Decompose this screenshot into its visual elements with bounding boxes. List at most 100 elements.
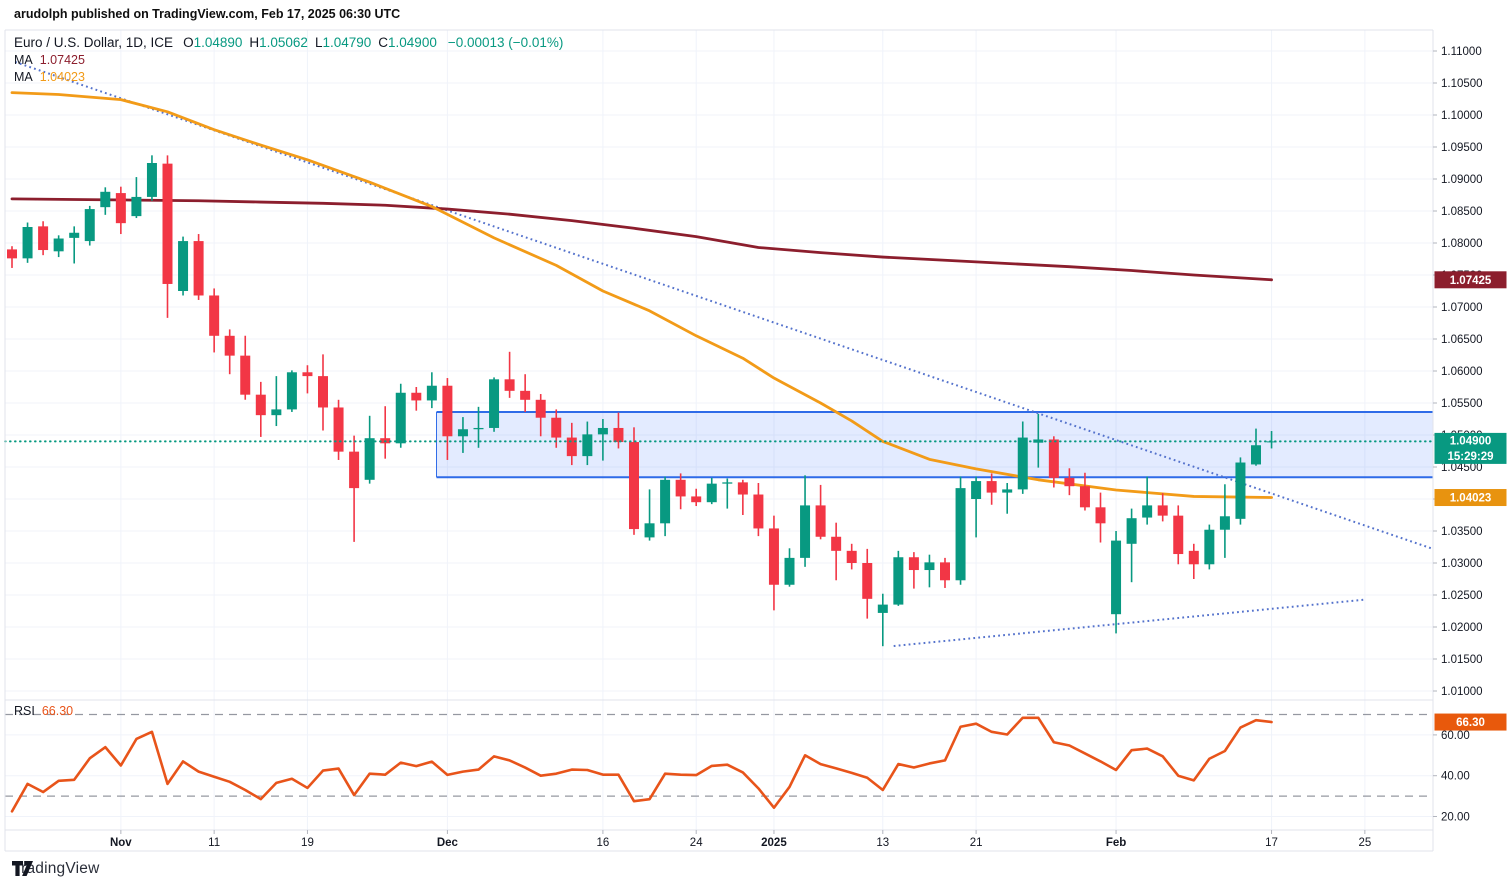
candle[interactable] <box>1048 436 1059 488</box>
tradingview-logo[interactable]: TradingView <box>12 860 100 878</box>
rsi-legend[interactable]: RSI 66.30 <box>14 704 73 718</box>
candle[interactable] <box>115 186 126 235</box>
ascending-trendline[interactable] <box>893 598 1367 648</box>
price-tick-label: 1.08500 <box>1441 206 1483 218</box>
candle[interactable] <box>209 288 220 353</box>
candle[interactable] <box>691 488 702 507</box>
candle[interactable] <box>893 550 904 606</box>
candle[interactable] <box>660 476 671 537</box>
candle[interactable] <box>411 387 422 411</box>
candle[interactable] <box>22 222 33 263</box>
candle[interactable] <box>784 548 795 587</box>
candle[interactable] <box>644 489 655 541</box>
candle[interactable] <box>364 415 375 484</box>
candle[interactable] <box>768 515 779 611</box>
candle[interactable] <box>924 554 935 588</box>
candle-body <box>489 379 500 428</box>
candle[interactable] <box>737 479 748 515</box>
candle[interactable] <box>318 354 328 431</box>
candle[interactable] <box>286 370 297 412</box>
candle[interactable] <box>7 246 17 268</box>
candle[interactable] <box>1219 484 1230 558</box>
candle[interactable] <box>38 221 49 256</box>
candle[interactable] <box>1251 428 1261 466</box>
ma-50-line[interactable] <box>10 91 1273 499</box>
symbol-title[interactable]: Euro / U.S. Dollar, 1D, ICE <box>14 35 174 50</box>
candle[interactable] <box>955 476 966 585</box>
candle[interactable] <box>877 593 888 647</box>
candle-body <box>737 482 748 495</box>
candle[interactable] <box>940 557 950 588</box>
candle[interactable] <box>53 235 64 258</box>
candle[interactable] <box>457 417 468 453</box>
candle[interactable] <box>193 234 204 300</box>
candle[interactable] <box>1157 493 1168 522</box>
candle[interactable] <box>722 478 733 509</box>
candle[interactable] <box>395 383 406 448</box>
candle[interactable] <box>1111 531 1122 634</box>
candle[interactable] <box>675 473 686 510</box>
candle[interactable] <box>1142 476 1153 525</box>
candle[interactable] <box>131 177 142 219</box>
candle[interactable] <box>240 335 251 400</box>
candle[interactable] <box>100 187 111 215</box>
candle[interactable] <box>535 394 546 437</box>
ma-200-line[interactable] <box>10 197 1273 282</box>
candle[interactable] <box>753 483 764 537</box>
candle[interactable] <box>566 422 577 466</box>
candle[interactable] <box>489 377 500 432</box>
candle[interactable] <box>333 399 344 460</box>
candle[interactable] <box>1188 543 1199 579</box>
candle[interactable] <box>862 548 873 619</box>
candle[interactable] <box>815 484 826 540</box>
candle[interactable] <box>582 421 593 466</box>
candle[interactable] <box>473 406 484 448</box>
candle-body <box>862 563 873 599</box>
candle[interactable] <box>69 226 80 264</box>
candle[interactable] <box>255 381 266 437</box>
candle[interactable] <box>520 374 531 412</box>
candle[interactable] <box>1266 431 1277 449</box>
candle[interactable] <box>800 475 811 567</box>
candle[interactable] <box>613 412 624 449</box>
price-tick-label: 1.03000 <box>1441 558 1483 570</box>
candle[interactable] <box>271 376 282 427</box>
candle[interactable] <box>1126 508 1137 583</box>
candle[interactable] <box>1204 524 1215 570</box>
candle[interactable] <box>1235 457 1246 525</box>
candle[interactable] <box>1017 421 1028 494</box>
candle[interactable] <box>349 435 360 542</box>
candle[interactable] <box>162 155 173 318</box>
candle[interactable] <box>442 378 453 460</box>
candle[interactable] <box>971 476 982 538</box>
candle[interactable] <box>597 419 608 461</box>
candle[interactable] <box>629 427 639 535</box>
candle[interactable] <box>426 372 437 409</box>
candle[interactable] <box>986 473 997 505</box>
candle[interactable] <box>1033 413 1044 468</box>
candle[interactable] <box>302 365 313 394</box>
candle[interactable] <box>224 329 235 375</box>
candle[interactable] <box>1173 505 1184 565</box>
candle[interactable] <box>146 155 157 201</box>
candle[interactable] <box>846 543 857 570</box>
candle[interactable] <box>1079 472 1090 511</box>
candle[interactable] <box>178 236 189 296</box>
high-value: H1.05062 <box>249 35 308 50</box>
candle[interactable] <box>504 351 515 398</box>
candle[interactable] <box>1064 468 1075 496</box>
candle[interactable] <box>1002 483 1013 514</box>
candle[interactable] <box>380 406 391 459</box>
time-axis[interactable]: Nov 11 19 Dec 16 24 2025 13 21 Feb 17 25 <box>110 830 1371 849</box>
ma50-legend-row[interactable]: MA 1.04023 <box>14 69 563 85</box>
rsi-line[interactable] <box>10 716 1273 813</box>
candle[interactable] <box>1095 492 1106 543</box>
price-tick-label: 1.01000 <box>1441 686 1483 698</box>
candle[interactable] <box>831 522 842 581</box>
candle[interactable] <box>706 477 717 505</box>
candle[interactable] <box>84 205 95 246</box>
ma200-legend-row[interactable]: MA 1.07425 <box>14 52 563 68</box>
candle[interactable] <box>908 552 919 589</box>
